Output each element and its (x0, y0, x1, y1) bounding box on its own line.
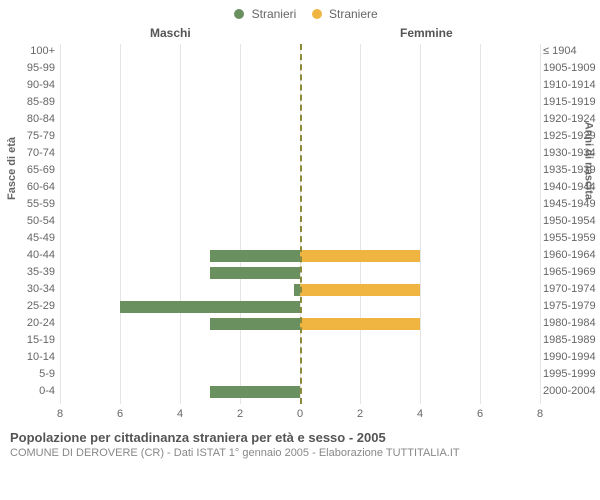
birth-year-label: 1965-1969 (543, 266, 598, 278)
x-tick-label: 2 (357, 408, 363, 420)
age-label: 90-94 (10, 79, 55, 91)
center-axis (300, 44, 302, 404)
x-tick-label: 0 (297, 408, 303, 420)
age-label: 80-84 (10, 113, 55, 125)
birth-year-label: 1955-1959 (543, 232, 598, 244)
population-pyramid-chart: Stranieri Straniere Maschi Femmine Fasce… (0, 0, 600, 500)
bar-female (300, 318, 420, 330)
birth-year-label: 2000-2004 (543, 385, 598, 397)
age-label: 35-39 (10, 266, 55, 278)
section-title-female: Femmine (400, 26, 453, 40)
birth-year-label: 1925-1929 (543, 130, 598, 142)
birth-year-label: 1905-1909 (543, 62, 598, 74)
age-label: 30-34 (10, 283, 55, 295)
age-label: 5-9 (10, 368, 55, 380)
birth-year-label: 1975-1979 (543, 300, 598, 312)
bar-male (210, 250, 300, 262)
birth-year-label: 1970-1974 (543, 283, 598, 295)
x-tick-label: 4 (417, 408, 423, 420)
x-tick-label: 4 (177, 408, 183, 420)
age-label: 70-74 (10, 147, 55, 159)
plot-area: 864202468 100+≤ 190495-991905-190990-941… (60, 44, 540, 424)
x-tick-label: 6 (117, 408, 123, 420)
age-label: 40-44 (10, 249, 55, 261)
caption-title: Popolazione per cittadinanza straniera p… (10, 430, 590, 445)
bar-female (300, 284, 420, 296)
age-label: 15-19 (10, 334, 55, 346)
birth-year-label: 1930-1934 (543, 147, 598, 159)
bar-male (210, 318, 300, 330)
x-tick-label: 8 (57, 408, 63, 420)
age-label: 100+ (10, 45, 55, 57)
birth-year-label: 1980-1984 (543, 317, 598, 329)
age-label: 95-99 (10, 62, 55, 74)
legend-label-male: Stranieri (252, 7, 297, 21)
chart-legend: Stranieri Straniere (0, 0, 600, 26)
legend-label-female: Straniere (329, 7, 378, 21)
birth-year-label: 1935-1939 (543, 164, 598, 176)
gridline (540, 44, 541, 404)
legend-swatch-male (234, 9, 244, 19)
age-label: 60-64 (10, 181, 55, 193)
age-label: 25-29 (10, 300, 55, 312)
age-label: 75-79 (10, 130, 55, 142)
birth-year-label: 1960-1964 (543, 249, 598, 261)
age-label: 0-4 (10, 385, 55, 397)
birth-year-label: 1915-1919 (543, 96, 598, 108)
birth-year-label: 1940-1944 (543, 181, 598, 193)
x-tick-label: 6 (477, 408, 483, 420)
birth-year-label: 1950-1954 (543, 215, 598, 227)
legend-swatch-female (312, 9, 322, 19)
birth-year-label: ≤ 1904 (543, 45, 598, 57)
bar-male (210, 267, 300, 279)
age-label: 20-24 (10, 317, 55, 329)
x-tick-label: 2 (237, 408, 243, 420)
bar-male (120, 301, 300, 313)
birth-year-label: 1990-1994 (543, 351, 598, 363)
x-axis: 8 6 4 2 0 2 4 6 8 (60, 406, 540, 424)
section-titles: Maschi Femmine (0, 26, 600, 44)
age-label: 55-59 (10, 198, 55, 210)
age-label: 10-14 (10, 351, 55, 363)
age-label: 85-89 (10, 96, 55, 108)
bar-male (210, 386, 300, 398)
bar-female (300, 250, 420, 262)
caption-subtitle: COMUNE DI DEROVERE (CR) - Dati ISTAT 1° … (10, 447, 590, 459)
age-label: 50-54 (10, 215, 55, 227)
age-label: 45-49 (10, 232, 55, 244)
birth-year-label: 1985-1989 (543, 334, 598, 346)
chart-caption: Popolazione per cittadinanza straniera p… (0, 424, 600, 459)
x-tick-label: 8 (537, 408, 543, 420)
age-label: 65-69 (10, 164, 55, 176)
birth-year-label: 1995-1999 (543, 368, 598, 380)
birth-year-label: 1945-1949 (543, 198, 598, 210)
section-title-male: Maschi (150, 26, 191, 40)
birth-year-label: 1920-1924 (543, 113, 598, 125)
birth-year-label: 1910-1914 (543, 79, 598, 91)
